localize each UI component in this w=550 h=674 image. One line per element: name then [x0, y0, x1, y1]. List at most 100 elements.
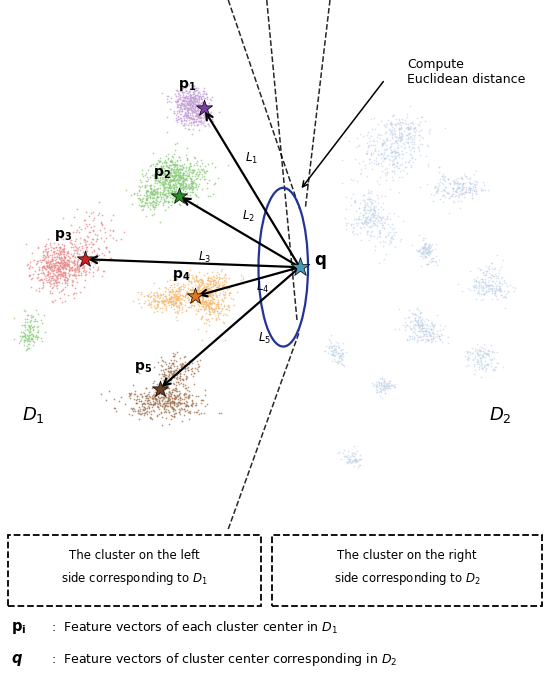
Point — [343, 218, 352, 229]
Point — [168, 166, 177, 177]
Point — [149, 289, 158, 300]
Point — [473, 346, 482, 357]
Point — [169, 291, 178, 302]
Point — [414, 332, 422, 342]
Point — [372, 385, 381, 396]
Point — [428, 319, 437, 330]
Point — [382, 127, 390, 137]
Point — [193, 284, 202, 295]
Point — [356, 216, 365, 227]
Point — [164, 297, 173, 307]
Point — [185, 98, 194, 109]
Point — [436, 319, 444, 330]
Point — [189, 104, 198, 115]
Point — [166, 282, 175, 293]
Point — [192, 114, 201, 125]
Point — [354, 214, 362, 225]
Point — [143, 175, 152, 186]
Text: $\mathbf{p_5}$: $\mathbf{p_5}$ — [134, 360, 152, 375]
Point — [132, 359, 141, 369]
Point — [107, 214, 116, 225]
Point — [170, 165, 179, 176]
Point — [190, 280, 199, 290]
Point — [477, 285, 486, 296]
Point — [166, 297, 174, 307]
Point — [174, 177, 183, 187]
Point — [162, 290, 171, 301]
Point — [188, 282, 197, 293]
Point — [161, 390, 169, 401]
Point — [180, 292, 189, 303]
Point — [332, 341, 340, 352]
Point — [407, 315, 416, 326]
Point — [428, 333, 437, 344]
Point — [205, 288, 213, 299]
Point — [178, 103, 186, 114]
Point — [203, 287, 212, 298]
Point — [366, 211, 375, 222]
Point — [128, 296, 137, 307]
Point — [452, 174, 460, 185]
Point — [90, 257, 99, 268]
Point — [382, 381, 390, 392]
Point — [478, 350, 487, 361]
Point — [186, 94, 195, 105]
Point — [349, 218, 358, 229]
Point — [379, 222, 388, 233]
Point — [409, 309, 417, 319]
Point — [37, 333, 46, 344]
Point — [484, 279, 493, 290]
Point — [192, 106, 201, 117]
Point — [151, 290, 160, 301]
Point — [85, 253, 94, 264]
Point — [194, 87, 202, 98]
Point — [170, 392, 179, 402]
Point — [469, 368, 478, 379]
Point — [223, 310, 232, 321]
Point — [190, 175, 199, 185]
Point — [87, 208, 96, 218]
Point — [164, 366, 173, 377]
Point — [167, 164, 175, 175]
Point — [185, 80, 194, 90]
Point — [140, 181, 149, 192]
Point — [478, 177, 487, 187]
Point — [217, 294, 226, 305]
Point — [104, 247, 113, 257]
Point — [204, 295, 213, 305]
Point — [42, 248, 51, 259]
Point — [199, 305, 208, 315]
Point — [427, 328, 436, 338]
Point — [164, 383, 173, 394]
Point — [373, 378, 382, 389]
Point — [180, 175, 189, 186]
Point — [47, 270, 56, 281]
Point — [179, 278, 188, 289]
Point — [173, 293, 182, 303]
Point — [478, 276, 487, 286]
Point — [478, 273, 487, 284]
Point — [396, 135, 405, 146]
Point — [142, 192, 151, 203]
Point — [130, 386, 139, 397]
Point — [144, 391, 153, 402]
Point — [178, 361, 186, 371]
Point — [225, 287, 234, 298]
Point — [490, 263, 499, 274]
Point — [29, 321, 38, 332]
Point — [22, 330, 31, 340]
Point — [184, 390, 193, 400]
Point — [346, 455, 355, 466]
Point — [390, 230, 399, 241]
Point — [419, 320, 427, 331]
Point — [377, 137, 386, 148]
Point — [201, 288, 210, 299]
Point — [223, 160, 232, 171]
Point — [145, 297, 153, 308]
Point — [137, 398, 146, 409]
Point — [365, 235, 373, 246]
Point — [147, 187, 156, 197]
Point — [183, 390, 192, 401]
Point — [186, 189, 195, 200]
Point — [200, 82, 209, 93]
